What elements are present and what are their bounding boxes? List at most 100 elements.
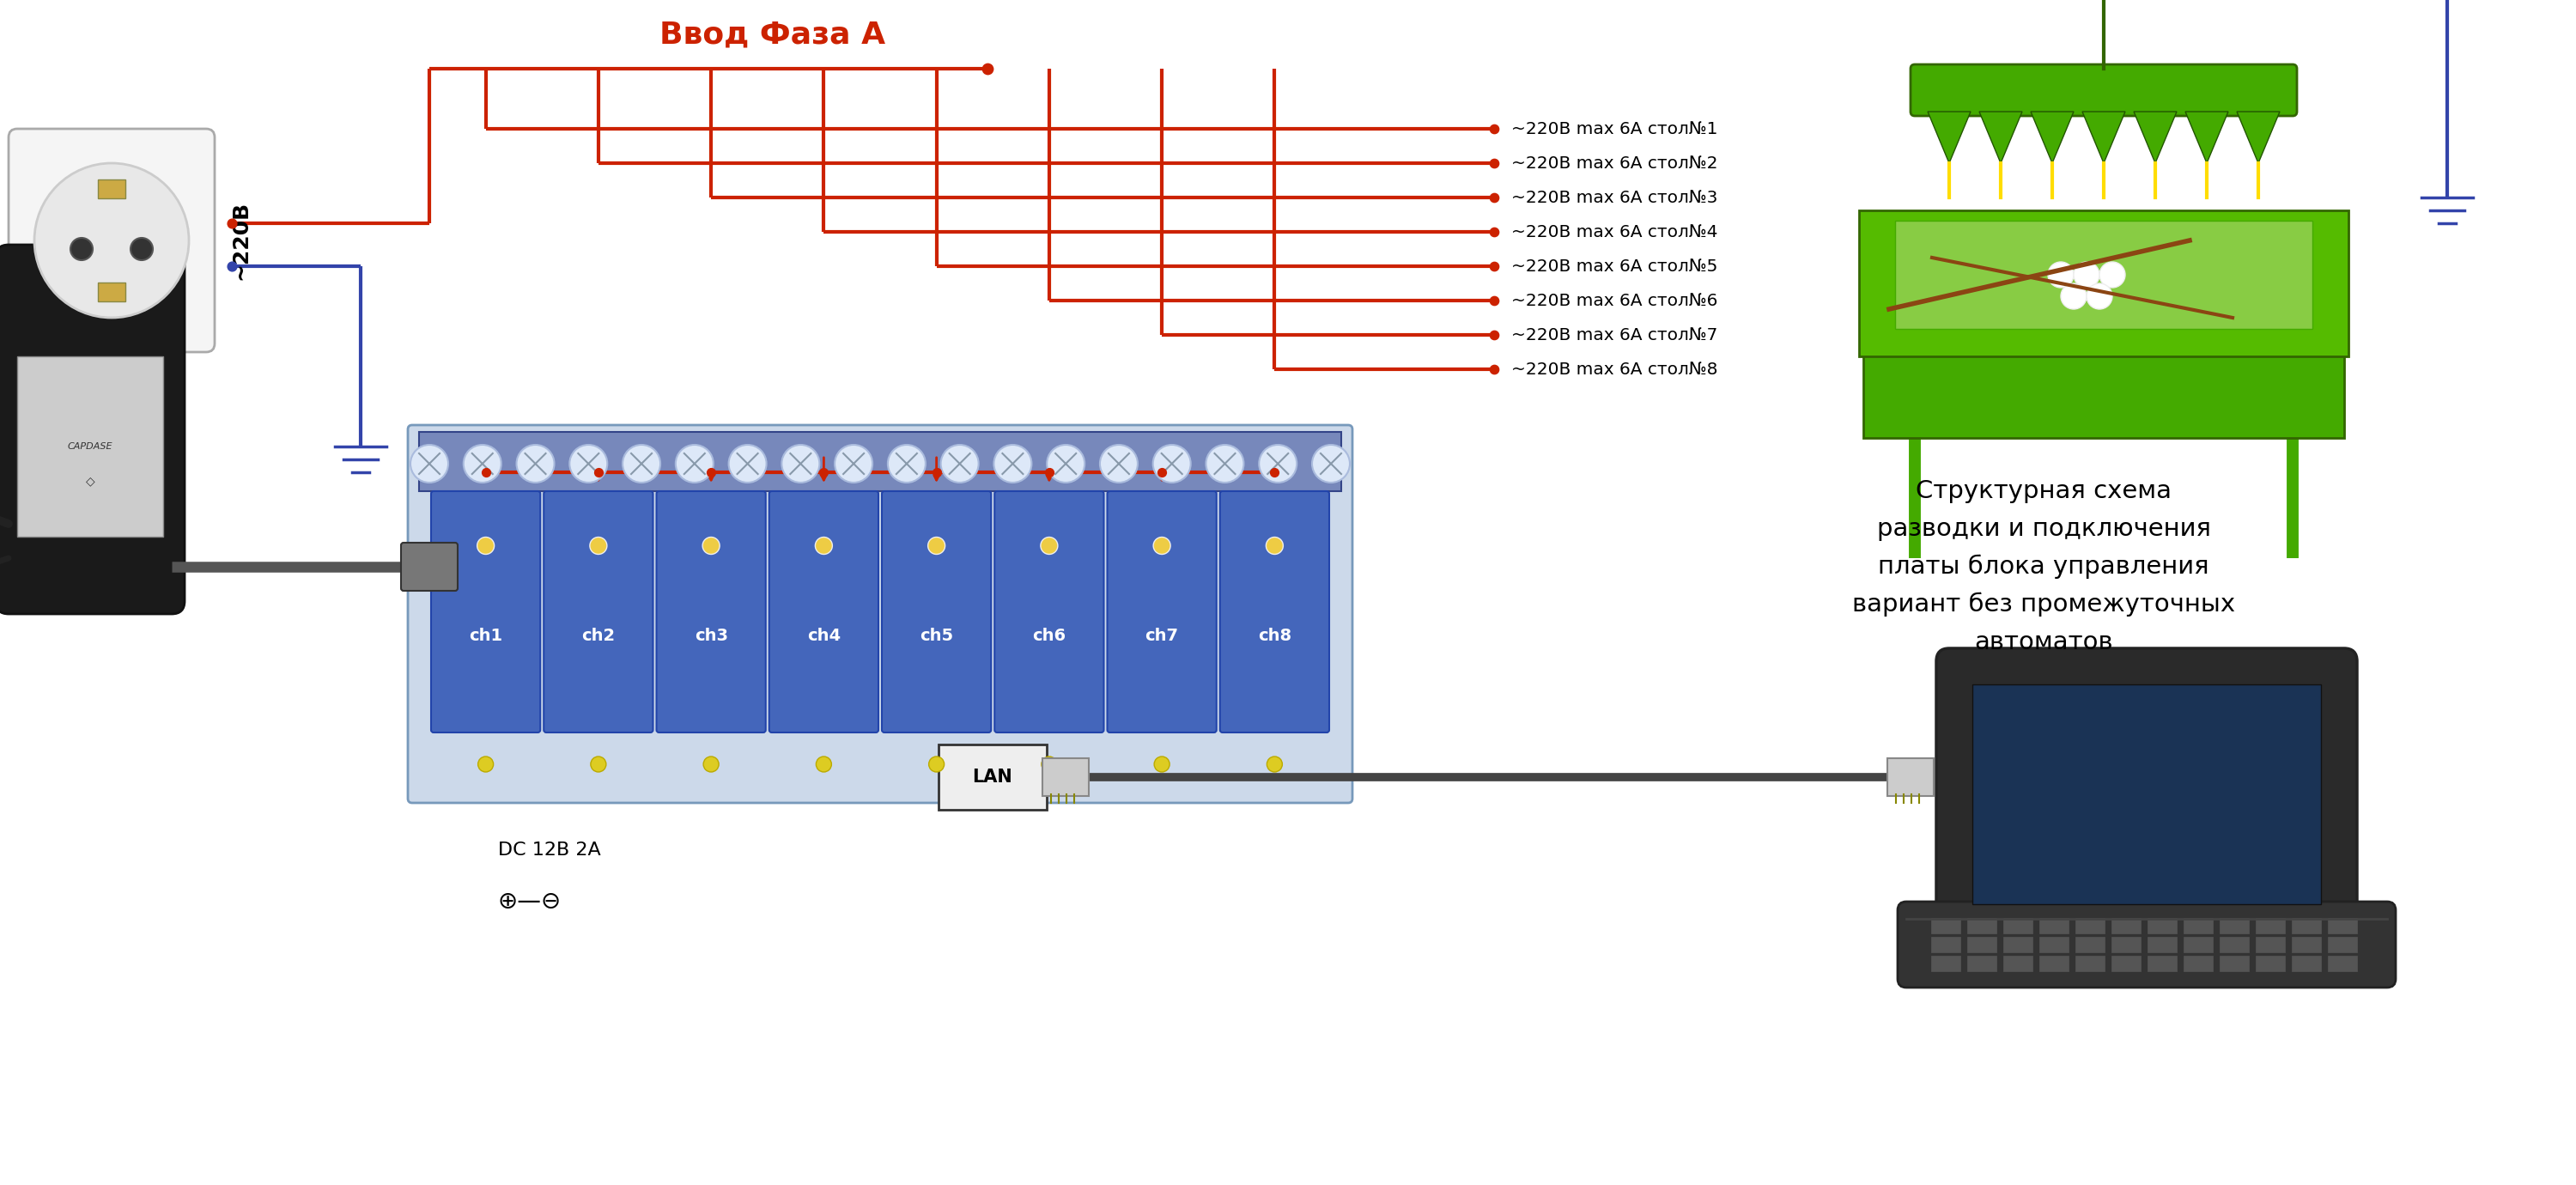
Circle shape xyxy=(464,444,502,482)
FancyBboxPatch shape xyxy=(544,491,654,732)
FancyBboxPatch shape xyxy=(2040,937,2069,953)
Polygon shape xyxy=(1862,352,2344,438)
FancyBboxPatch shape xyxy=(2076,918,2105,934)
FancyBboxPatch shape xyxy=(1968,937,1996,953)
Circle shape xyxy=(1206,444,1244,482)
FancyBboxPatch shape xyxy=(98,282,126,301)
Circle shape xyxy=(1267,756,1283,771)
FancyBboxPatch shape xyxy=(2221,937,2249,953)
Circle shape xyxy=(518,444,554,482)
FancyBboxPatch shape xyxy=(1221,491,1329,732)
Circle shape xyxy=(2074,262,2099,288)
Circle shape xyxy=(479,756,495,771)
FancyBboxPatch shape xyxy=(1932,956,1960,972)
Polygon shape xyxy=(1978,111,2022,164)
Circle shape xyxy=(927,537,945,555)
FancyBboxPatch shape xyxy=(2148,918,2177,934)
Point xyxy=(1473,223,1515,242)
FancyBboxPatch shape xyxy=(2221,956,2249,972)
Text: ch6: ch6 xyxy=(1033,627,1066,643)
Text: ~220В max 6А стол№4: ~220В max 6А стол№4 xyxy=(1512,224,1718,241)
Polygon shape xyxy=(2133,111,2177,164)
Text: ~220В max 6А стол№2: ~220В max 6А стол№2 xyxy=(1512,155,1718,172)
Circle shape xyxy=(623,444,659,482)
Circle shape xyxy=(2061,283,2087,309)
FancyBboxPatch shape xyxy=(2293,956,2321,972)
Text: LAN: LAN xyxy=(971,769,1012,786)
Point xyxy=(690,463,732,482)
Polygon shape xyxy=(2184,111,2228,164)
Circle shape xyxy=(703,537,719,555)
FancyBboxPatch shape xyxy=(2004,937,2032,953)
Circle shape xyxy=(131,238,152,261)
Circle shape xyxy=(477,537,495,555)
Point xyxy=(1028,463,1069,482)
Point xyxy=(1255,463,1296,482)
Polygon shape xyxy=(2030,111,2074,164)
FancyBboxPatch shape xyxy=(407,425,1352,803)
Text: ~220В max 6А стол№5: ~220В max 6А стол№5 xyxy=(1512,258,1718,275)
Circle shape xyxy=(781,444,819,482)
FancyBboxPatch shape xyxy=(18,357,162,537)
FancyBboxPatch shape xyxy=(2293,937,2321,953)
Circle shape xyxy=(889,444,925,482)
FancyBboxPatch shape xyxy=(994,491,1103,732)
FancyBboxPatch shape xyxy=(1911,64,2298,116)
FancyBboxPatch shape xyxy=(2329,956,2357,972)
Circle shape xyxy=(1311,444,1350,482)
FancyBboxPatch shape xyxy=(2112,956,2141,972)
Point xyxy=(917,463,958,482)
FancyBboxPatch shape xyxy=(2148,956,2177,972)
FancyBboxPatch shape xyxy=(2329,937,2357,953)
Circle shape xyxy=(410,444,448,482)
FancyBboxPatch shape xyxy=(420,431,1342,491)
Circle shape xyxy=(940,444,979,482)
Circle shape xyxy=(1100,444,1139,482)
FancyBboxPatch shape xyxy=(2040,956,2069,972)
FancyBboxPatch shape xyxy=(2293,918,2321,934)
Circle shape xyxy=(1154,444,1190,482)
Point xyxy=(966,59,1007,78)
FancyBboxPatch shape xyxy=(1973,685,2321,904)
FancyBboxPatch shape xyxy=(1932,937,1960,953)
Text: ~220В max 6А стол№8: ~220В max 6А стол№8 xyxy=(1512,361,1718,377)
FancyBboxPatch shape xyxy=(8,129,214,352)
Circle shape xyxy=(1154,756,1170,771)
Text: ~220В max 6А стол№6: ~220В max 6А стол№6 xyxy=(1512,293,1718,309)
Point xyxy=(211,257,252,276)
Circle shape xyxy=(1265,537,1283,555)
FancyBboxPatch shape xyxy=(2004,918,2032,934)
Text: ~220В max 6А стол№7: ~220В max 6А стол№7 xyxy=(1512,327,1718,342)
Point xyxy=(577,463,618,482)
Point xyxy=(1141,463,1182,482)
Point xyxy=(1473,326,1515,345)
FancyBboxPatch shape xyxy=(2184,918,2213,934)
Polygon shape xyxy=(2236,111,2280,164)
FancyBboxPatch shape xyxy=(657,491,765,732)
Text: ch4: ch4 xyxy=(806,627,840,643)
FancyBboxPatch shape xyxy=(2221,918,2249,934)
Circle shape xyxy=(930,756,945,771)
FancyBboxPatch shape xyxy=(1043,758,1090,796)
FancyBboxPatch shape xyxy=(1968,956,1996,972)
Circle shape xyxy=(569,444,608,482)
Point xyxy=(1473,120,1515,139)
Point xyxy=(1473,188,1515,207)
FancyBboxPatch shape xyxy=(2004,956,2032,972)
Circle shape xyxy=(70,238,93,261)
FancyBboxPatch shape xyxy=(2329,918,2357,934)
Point xyxy=(804,463,845,482)
Circle shape xyxy=(675,444,714,482)
Text: ch1: ch1 xyxy=(469,627,502,643)
Point xyxy=(466,463,507,482)
FancyBboxPatch shape xyxy=(2040,918,2069,934)
FancyBboxPatch shape xyxy=(1932,918,1960,934)
Text: ch3: ch3 xyxy=(696,627,729,643)
FancyBboxPatch shape xyxy=(938,744,1046,809)
Text: ch7: ch7 xyxy=(1146,627,1180,643)
FancyBboxPatch shape xyxy=(2257,937,2285,953)
Text: Ввод Фаза А: Ввод Фаза А xyxy=(659,20,886,49)
Circle shape xyxy=(1046,444,1084,482)
Circle shape xyxy=(814,537,832,555)
Polygon shape xyxy=(1927,111,1971,164)
